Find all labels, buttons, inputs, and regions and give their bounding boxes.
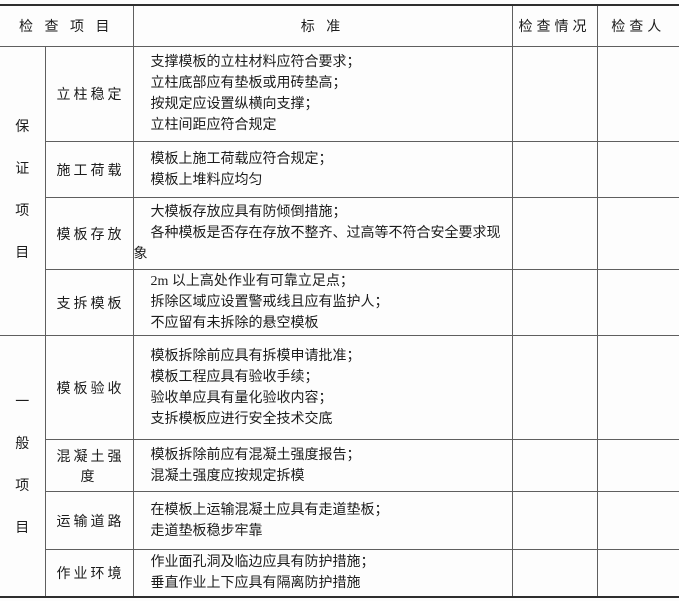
- inspector-cell: [596, 46, 679, 142]
- inspector-cell: [596, 141, 679, 198]
- standard-cell: 模板上施工荷载应符合规定； 模板上堆料应均匀: [132, 141, 513, 198]
- col-header-item: 检 查 项 目: [0, 4, 134, 47]
- standard-cell: 在模板上运输混凝土应具有走道垫板； 走道垫板稳步牢靠: [132, 491, 513, 550]
- item-cell: 施工荷载: [45, 141, 134, 198]
- standard-cell: 模板拆除前应具有拆模申请批准； 模板工程应具有验收手续； 验收单应具有量化验收内容；…: [132, 335, 513, 440]
- table-row: 一般项目 模板验收 模板拆除前应具有拆模申请批准； 模板工程应具有验收手续； 验收单…: [0, 335, 679, 597]
- inspector-cell: [596, 439, 679, 492]
- col-header-inspector: 检查人: [596, 4, 679, 47]
- table-row: 混凝土强度 模板拆除前应有混凝土强度报告； 混凝土强度应按规定拆模: [0, 439, 679, 492]
- inspector-cell: [596, 335, 679, 440]
- table-row: 支拆模板 2m 以上高处作业有可靠立足点； 拆除区域应设置警戒线且应有监护人； 不应…: [0, 269, 679, 336]
- status-cell: [511, 46, 598, 142]
- group-cell-general: 一般项目: [0, 335, 46, 597]
- group-label-vertical: 保证项目: [15, 120, 30, 261]
- inspector-cell: [596, 491, 679, 550]
- status-cell: [511, 491, 598, 550]
- item-cell: 模板验收: [44, 335, 134, 440]
- standard-cell: 支撑模板的立柱材料应符合要求； 立柱底部应有垫板或用砖垫高； 按规定应设置纵横向支撑…: [132, 46, 513, 142]
- group-cell-guarantee: 保证项目: [0, 46, 46, 336]
- status-cell: [511, 141, 598, 198]
- table-row: 保证项目 立柱稳定 支撑模板的立柱材料应符合要求； 立柱底部应有垫板或用砖垫高；按…: [0, 46, 679, 336]
- table-row: 作业环境 作业面孔洞及临边应具有防护措施； 垂直作业上下应具有隔离防护措施: [0, 549, 679, 597]
- col-header-standard: 标 准: [132, 4, 513, 47]
- standard-cell: 模板拆除前应有混凝土强度报告； 混凝土强度应按规定拆模: [132, 439, 513, 492]
- status-cell: [511, 197, 598, 270]
- item-cell: 模板存放: [45, 197, 134, 270]
- section-general-items: 一般项目 模板验收 模板拆除前应具有拆模申请批准； 模板工程应具有验收手续； 验收单…: [0, 335, 679, 597]
- item-cell: 运输道路: [45, 491, 134, 550]
- standard-cell: 2m 以上高处作业有可靠立足点； 拆除区域应设置警戒线且应有监护人； 不应留有未拆除…: [132, 269, 513, 336]
- table-row: 施工荷载 模板上施工荷载应符合规定； 模板上堆料应均匀: [0, 141, 679, 198]
- standard-cell: 作业面孔洞及临边应具有防护措施； 垂直作业上下应具有隔离防护措施: [132, 549, 513, 597]
- status-cell: [511, 439, 598, 492]
- inspector-cell: [596, 549, 679, 597]
- item-cell: 作业环境: [45, 549, 134, 597]
- col-header-status: 检查情况: [511, 4, 598, 47]
- inspector-cell: [596, 197, 679, 270]
- header-row: 检 查 项 目 标 准 检查情况 检查人: [0, 4, 679, 47]
- table-row: 模板存放 大模板存放应具有防倾倒措施； 各种模板是否存在存放不整齐、过高等不符合安…: [0, 197, 679, 270]
- item-cell: 混凝土强度: [45, 439, 134, 492]
- inspector-cell: [596, 269, 679, 336]
- standard-cell: 大模板存放应具有防倾倒措施； 各种模板是否存在存放不整齐、过高等不符合安全要求现象: [132, 197, 513, 270]
- table-row: 运输道路 在模板上运输混凝土应具有走道垫板； 走道垫板稳步牢靠: [0, 491, 679, 550]
- status-cell: [511, 335, 598, 440]
- status-cell: [511, 269, 598, 336]
- item-cell: 立柱稳定: [44, 46, 134, 142]
- status-cell: [511, 549, 598, 597]
- item-cell: 支拆模板: [45, 269, 134, 336]
- group-label-vertical: 一般项目: [15, 394, 30, 536]
- section-guarantee-items: 保证项目 立柱稳定 支撑模板的立柱材料应符合要求； 立柱底部应有垫板或用砖垫高；按…: [0, 46, 679, 336]
- inspection-table: 检 查 项 目 标 准 检查情况 检查人 保证项目 立柱稳定 支撑模板的立柱材料…: [0, 4, 679, 598]
